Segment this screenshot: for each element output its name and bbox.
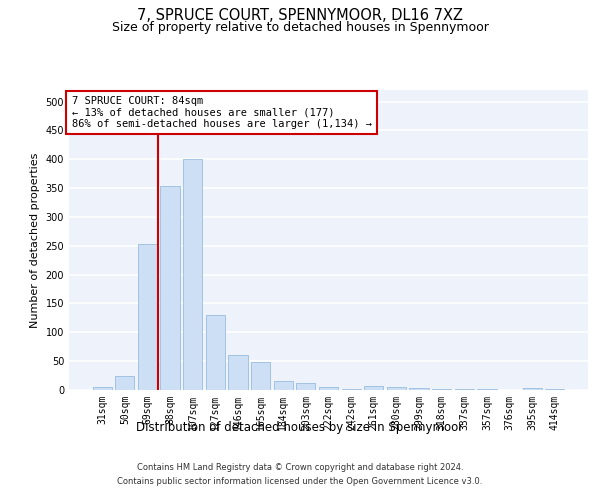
- Bar: [523, 388, 542, 390]
- Text: Size of property relative to detached houses in Spennymoor: Size of property relative to detached ho…: [112, 21, 488, 34]
- Bar: [160, 186, 180, 390]
- Bar: [296, 382, 316, 390]
- Bar: [409, 388, 428, 390]
- Bar: [319, 387, 338, 390]
- Bar: [92, 387, 112, 390]
- Text: Contains public sector information licensed under the Open Government Licence v3: Contains public sector information licen…: [118, 477, 482, 486]
- Bar: [274, 382, 293, 390]
- Text: Distribution of detached houses by size in Spennymoor: Distribution of detached houses by size …: [136, 421, 464, 434]
- Text: 7, SPRUCE COURT, SPENNYMOOR, DL16 7XZ: 7, SPRUCE COURT, SPENNYMOOR, DL16 7XZ: [137, 8, 463, 22]
- Bar: [206, 315, 225, 390]
- Bar: [251, 362, 270, 390]
- Bar: [229, 356, 248, 390]
- Text: 7 SPRUCE COURT: 84sqm
← 13% of detached houses are smaller (177)
86% of semi-det: 7 SPRUCE COURT: 84sqm ← 13% of detached …: [71, 96, 371, 129]
- Text: Contains HM Land Registry data © Crown copyright and database right 2024.: Contains HM Land Registry data © Crown c…: [137, 464, 463, 472]
- Bar: [138, 244, 157, 390]
- Bar: [455, 389, 474, 390]
- Y-axis label: Number of detached properties: Number of detached properties: [30, 152, 40, 328]
- Bar: [364, 386, 383, 390]
- Bar: [183, 159, 202, 390]
- Bar: [115, 376, 134, 390]
- Bar: [387, 387, 406, 390]
